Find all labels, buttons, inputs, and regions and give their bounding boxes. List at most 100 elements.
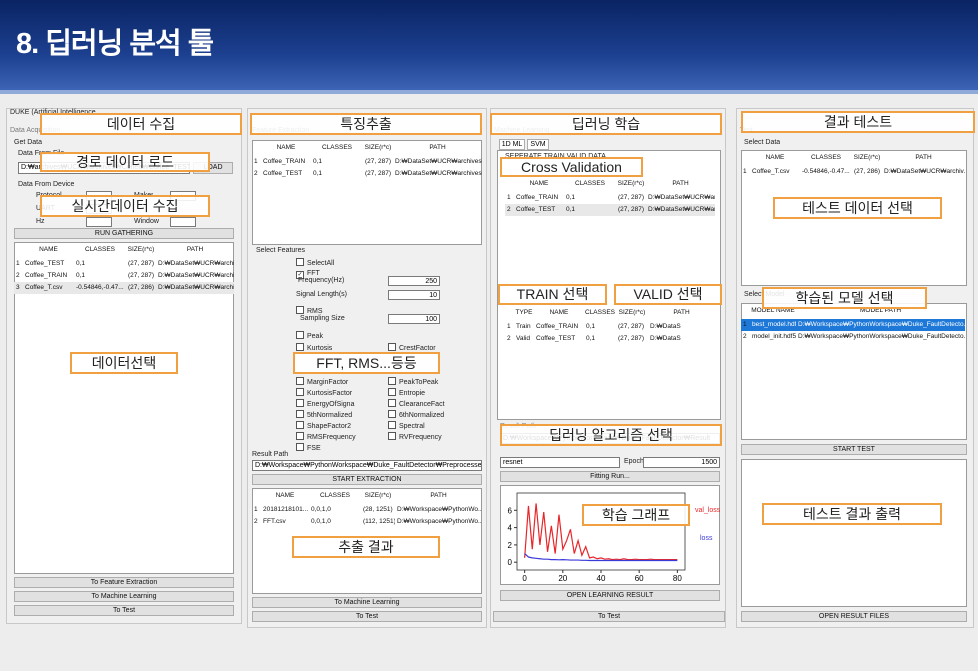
header-cell: NAME [275,492,295,499]
device-input[interactable] [170,217,196,227]
open-button[interactable]: OPEN RESULT FILES [741,611,967,622]
checkbox-square[interactable] [388,432,396,440]
table-cell: D:₩Workspace₩PythonWo... [397,518,482,525]
header-cell [741,152,750,164]
table-cell: -0.54846,-0.47... [76,284,124,291]
nav-button[interactable]: To Test [14,605,234,616]
checkbox[interactable]: ShapeFactor2 [296,421,384,431]
checkbox[interactable]: CrestFactor [388,343,476,353]
checkbox-square[interactable] [296,343,304,351]
run-button[interactable]: RUN GATHERING [14,228,234,239]
tab[interactable]: SVM [527,139,549,150]
data-list [14,242,234,574]
nav-button[interactable]: To Feature Extraction [14,577,234,588]
annotation: 딥러닝 학습 [490,113,722,135]
checkbox[interactable]: RVFrequency [388,432,476,442]
checkbox[interactable]: Kurtosis [296,343,384,353]
param-input[interactable]: 100 [388,314,440,324]
table-cell: D:₩DataS [650,323,681,330]
epoch-input[interactable]: 1500 [643,457,720,468]
param-input[interactable]: 10 [388,290,440,300]
header-cell: PATH [186,246,204,253]
checkbox-square[interactable] [388,410,396,418]
checkbox-square[interactable] [296,258,304,266]
table-cell: Coffee_TEST [536,335,576,342]
table-row[interactable] [741,319,965,331]
checkbox-label: 6thNormalized [399,412,445,419]
checkbox[interactable]: EnergyOfSigna [296,399,384,409]
nav-button[interactable]: To Test [493,611,725,622]
checkbox-square[interactable] [296,410,304,418]
header-cell: PATH [429,144,446,151]
checkbox[interactable]: MarginFactor [296,377,384,387]
table-cell: Coffee_TEST [516,206,556,213]
checkbox[interactable]: KurtosisFactor [296,388,384,398]
header-cell [741,305,750,317]
checkbox-square[interactable] [296,306,304,314]
checkbox-label: RMSFrequency [307,434,356,441]
checkbox-square[interactable] [296,443,304,451]
table-cell: (27, 287) [618,194,645,201]
table-cell: Coffee_TRAIN [516,194,559,201]
checkbox[interactable]: Peak [296,331,384,341]
table-cell: D:₩DataSet₩UCR₩archiv... [158,260,234,267]
checkbox-square[interactable]: ✓ [296,271,304,279]
nav-button[interactable]: To Test [252,611,482,622]
checkbox-square[interactable] [296,421,304,429]
table-row[interactable] [505,204,715,216]
fit-button[interactable]: Fitting Run... [500,471,720,482]
checkbox[interactable]: 5thNormalized [296,410,384,420]
table-cell: D:₩DataSet₩UCR₩archiv... [158,284,234,291]
checkbox-label: EnergyOfSigna [307,401,355,408]
checkbox-square[interactable] [296,377,304,385]
table-cell: Valid [516,335,530,342]
device-input[interactable] [86,217,112,227]
param-input[interactable]: 250 [388,276,440,286]
checkbox[interactable]: RMSFrequency [296,432,384,442]
checkbox[interactable]: RMS [296,306,384,316]
x-tick-label: 60 [635,574,644,583]
checkbox-square[interactable] [388,421,396,429]
annotation: VALID 선택 [614,284,722,305]
checkbox[interactable]: FSE [296,443,384,453]
header-cell [505,307,514,319]
checkbox[interactable]: Spectral [388,421,476,431]
start-button[interactable]: START EXTRACTION [252,474,482,485]
checkbox[interactable]: PeakToPeak [388,377,476,387]
table-row[interactable] [14,282,234,294]
header-cell: PATH [673,309,690,316]
checkbox[interactable]: SelectAll [296,258,384,268]
checkbox-square[interactable] [296,399,304,407]
table-cell: (112, 1251) [363,518,395,525]
path-input[interactable]: D:₩Workspace₩PythonWorkspace₩Duke_FaultD… [252,460,482,471]
legend-label: loss [700,535,713,542]
nav-button[interactable]: To Machine Learning [14,591,234,602]
table-cell: 20181218101... [263,506,309,513]
checkbox-square[interactable] [388,343,396,351]
table-cell: D:₩DataS [650,335,681,342]
checkbox[interactable]: ✓ FFT [296,269,384,279]
group-label: Select Features [256,247,306,254]
checkbox-square[interactable] [388,377,396,385]
nav-button[interactable]: To Machine Learning [252,597,482,608]
checkbox[interactable]: ClearanceFact [388,399,476,409]
checkbox[interactable]: Entropie [388,388,476,398]
table-cell: 1 [743,321,747,328]
field-label: Window [134,218,159,225]
open-button[interactable]: OPEN LEARNING RESULT [500,590,720,601]
checkbox-square[interactable] [296,388,304,396]
checkbox-square[interactable] [388,388,396,396]
annotation: FFT, RMS...등등 [293,352,440,374]
arch-select[interactable]: resnet [500,457,620,468]
tab[interactable]: 1D ML [499,139,525,150]
checkbox-square[interactable] [296,331,304,339]
checkbox-square[interactable] [296,432,304,440]
table-cell: best_model.hdf5 [752,321,796,328]
header-cell [505,178,514,190]
checkbox[interactable]: 6thNormalized [388,410,476,420]
checkbox-label: PeakToPeak [399,379,439,386]
checkbox-square[interactable] [388,399,396,407]
start-button[interactable]: START TEST [741,444,967,455]
table-cell: 0,0,1,0 [311,506,331,513]
annotation: 결과 테스트 [741,111,975,133]
